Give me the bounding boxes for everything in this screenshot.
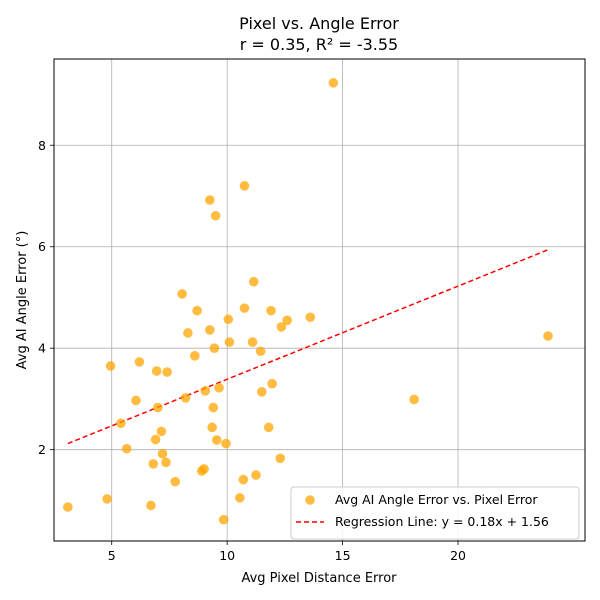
scatter-point — [218, 514, 229, 525]
legend-box — [290, 486, 580, 540]
scatter-point — [543, 331, 553, 341]
scatter-point — [238, 474, 249, 485]
scatter-point — [409, 394, 419, 405]
scatter-point — [208, 402, 219, 413]
scatter-point — [248, 276, 259, 287]
y-axis-label: Avg AI Angle Error (°) — [15, 231, 30, 370]
scatter-point — [177, 289, 187, 299]
scatter-point — [180, 393, 191, 403]
scatter-point — [199, 464, 209, 474]
scatter-point — [134, 357, 145, 367]
scatter-point — [239, 303, 250, 313]
scatter-point — [263, 422, 274, 433]
regression-layer — [67, 249, 549, 445]
y-tick-label: 2 — [38, 442, 46, 457]
y-tick-label: 6 — [38, 239, 46, 254]
scatter-point — [239, 181, 250, 191]
legend-scatter-label: Avg AI Angle Error vs. Pixel Error — [335, 492, 538, 507]
y-tick-label: 4 — [38, 341, 46, 356]
x-tick-label: 15 — [335, 548, 351, 563]
scatter-point — [328, 78, 339, 88]
scatter-point — [192, 305, 202, 316]
scatter-point — [146, 500, 156, 511]
scatter-point — [151, 366, 162, 376]
scatter-point — [200, 386, 211, 396]
scatter-point — [157, 448, 168, 459]
legend: Avg AI Angle Error vs. Pixel Error Regre… — [290, 486, 580, 540]
scatter-point — [209, 343, 220, 354]
data-points — [63, 78, 553, 525]
scatter-point — [121, 443, 132, 454]
x-axis-label: Avg Pixel Distance Error — [241, 571, 397, 586]
scatter-point — [161, 457, 171, 468]
scatter-point — [205, 325, 215, 335]
scatter-point — [63, 502, 73, 512]
chart-title: Pixel vs. Angle Error — [239, 14, 399, 33]
legend-scatter-marker — [305, 495, 315, 505]
scatter-point — [247, 337, 258, 347]
scatter-point — [235, 493, 245, 503]
scatter-point — [256, 387, 267, 397]
scatter-point — [183, 328, 193, 338]
scatter-point — [223, 314, 234, 325]
scatter-point — [276, 322, 287, 332]
scatter-point — [205, 195, 215, 205]
scatter-point — [102, 494, 112, 504]
legend-line-label: Regression Line: y = 0.18x + 1.56 — [335, 514, 549, 529]
plot-area-frame — [53, 58, 586, 542]
x-tick-label: 5 — [108, 548, 116, 563]
scatter-point — [131, 395, 141, 406]
scatter-point — [105, 361, 116, 371]
grid-lines — [54, 59, 585, 541]
scatter-point — [153, 402, 163, 413]
scatter-point — [211, 435, 222, 445]
x-tick-label: 20 — [450, 548, 466, 563]
scatter-point — [207, 422, 217, 433]
scatter-point — [116, 418, 126, 429]
scatter-point — [282, 315, 292, 326]
regression-line — [67, 249, 549, 445]
scatter-point — [162, 367, 172, 377]
scatter-point — [150, 434, 161, 445]
scatter-point — [221, 438, 231, 449]
scatter-point — [266, 305, 276, 316]
scatter-point — [251, 470, 261, 480]
chart-subtitle: r = 0.35, R² = -3.55 — [240, 35, 398, 54]
y-tick-label: 8 — [38, 138, 46, 153]
scatter-point — [255, 346, 266, 357]
scatter-point — [210, 210, 221, 221]
axis-ticks: 5 10 15 20 2 4 6 8 — [38, 138, 466, 563]
scatter-point — [267, 378, 277, 389]
scatter-point — [214, 382, 224, 393]
scatter-point — [224, 337, 235, 347]
x-tick-label: 10 — [219, 548, 235, 563]
scatter-point — [275, 453, 286, 464]
scatter-point — [170, 476, 181, 487]
scatter-point — [148, 459, 159, 469]
scatter-point — [190, 351, 200, 361]
scatter-point — [305, 312, 316, 323]
scatter-point — [156, 426, 167, 437]
